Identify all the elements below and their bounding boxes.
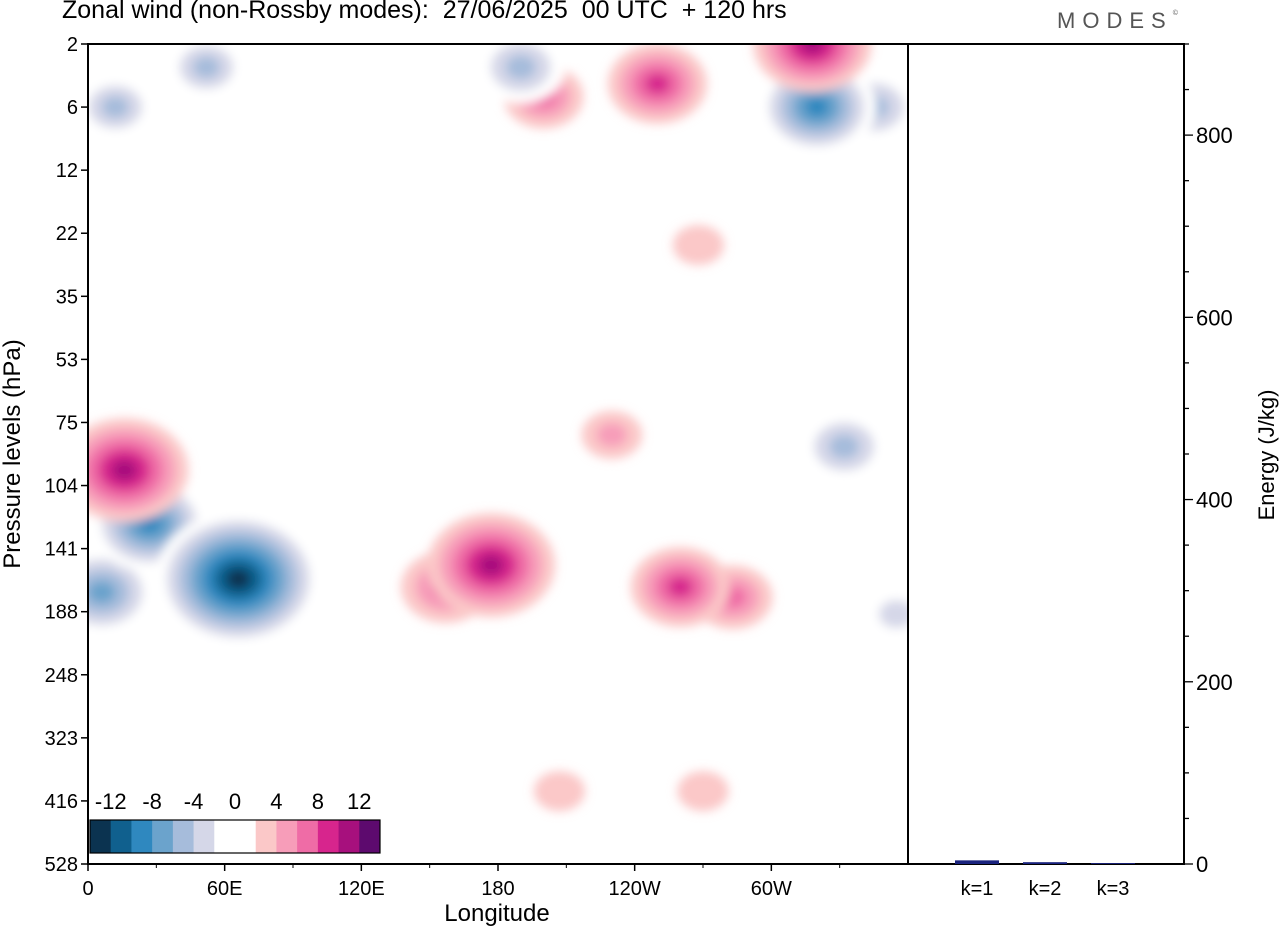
colorbar-label: -12 — [95, 789, 127, 814]
wind-field — [88, 44, 908, 812]
energy-bar — [1091, 863, 1135, 864]
y-tick-label: 188 — [45, 602, 78, 624]
energy-tick-label: 600 — [1196, 305, 1233, 330]
colorbar-swatch — [317, 820, 339, 853]
wind-contour — [667, 577, 693, 598]
y-axis-label: Pressure levels (hPa) — [0, 339, 26, 568]
colorbar-swatch — [131, 820, 153, 853]
colorbar-swatch — [297, 820, 319, 853]
colorbar-swatch — [276, 820, 298, 853]
wind-contour — [193, 56, 220, 78]
y-tick-label: 12 — [56, 160, 78, 182]
colorbar-swatch — [90, 820, 112, 853]
energy-panel-frame — [907, 43, 1185, 865]
colorbar-label: 0 — [229, 789, 241, 814]
x-tick-label: 60W — [751, 878, 792, 900]
wind-contour — [111, 459, 138, 481]
colorbar-swatch — [152, 820, 174, 853]
main-plot-frame — [87, 43, 909, 865]
y-tick-label: 35 — [56, 286, 78, 308]
wind-contour — [102, 96, 129, 118]
y-tick-label: 2 — [67, 34, 78, 56]
wind-contour — [800, 44, 825, 54]
colorbar-label: 4 — [270, 789, 282, 814]
y-tick-label: 75 — [56, 412, 78, 434]
energy-category-label: k=3 — [1097, 878, 1130, 900]
y-tick-label: 323 — [45, 728, 78, 750]
x-tick-label: 120E — [338, 878, 385, 900]
wind-contour — [677, 771, 729, 812]
y-tick-label: 528 — [45, 854, 78, 876]
energy-axis: 0 200 400 600 800 — [1184, 43, 1233, 877]
logo-mark: © — [1172, 10, 1178, 17]
wind-contour — [829, 434, 860, 459]
wind-contour — [88, 581, 116, 604]
colorbar-label: -4 — [184, 789, 204, 814]
wind-contour — [645, 73, 670, 94]
wind-contour — [879, 600, 908, 629]
y-tick-label: 141 — [45, 539, 78, 561]
energy-category-label: k=1 — [961, 878, 994, 900]
colorbar-frame — [89, 819, 381, 854]
y-tick-label: 6 — [67, 97, 78, 119]
energy-axis-label: Energy (J/kg) — [1254, 390, 1279, 521]
wind-contour — [478, 554, 504, 576]
colorbar-swatch — [172, 820, 194, 853]
y-tick-label: 248 — [45, 665, 78, 687]
y-tick-label: 22 — [56, 223, 78, 245]
wind-contour — [805, 97, 829, 117]
y-tick-label: 416 — [45, 791, 78, 813]
energy-tick-label: 400 — [1196, 488, 1233, 513]
x-tick-label: 120W — [609, 878, 661, 900]
x-tick-label: 60E — [207, 878, 243, 900]
colorbar-swatch — [235, 820, 257, 853]
colorbar-swatch — [110, 820, 132, 853]
y-tick-label: 104 — [45, 476, 78, 498]
colorbar-swatch — [338, 820, 360, 853]
wind-contour — [505, 55, 536, 80]
y-tick-label: 53 — [56, 349, 78, 371]
energy-bar — [1023, 862, 1067, 864]
y-axis: 2 6 12 22 35 53 75 104 141 188 248 323 416 528 — [45, 34, 88, 876]
x-axis-label: Longitude — [444, 900, 549, 927]
x-tick-label: 0 — [82, 878, 93, 900]
wind-contour — [596, 422, 628, 447]
colorbar-swatch — [255, 820, 277, 853]
colorbar-label: 12 — [347, 789, 371, 814]
colorbar-swatch — [214, 820, 236, 853]
colorbar-swatch — [193, 820, 215, 853]
colorbar-label: -8 — [142, 789, 162, 814]
wind-contour — [226, 569, 251, 589]
energy-bars: k=1 k=2 k=3 — [955, 860, 1135, 900]
x-tick-label: 180 — [481, 878, 514, 900]
colorbar-legend: -12 -8 -4 0 4 8 12 — [89, 789, 381, 854]
colorbar-label: 8 — [312, 789, 324, 814]
energy-tick-label: 0 — [1196, 852, 1208, 877]
wind-contour — [672, 225, 725, 266]
colorbar-swatch — [359, 820, 381, 853]
logo-text: MODES — [1057, 8, 1173, 33]
chart-title: Zonal wind (non-Rossby modes): 27/06/202… — [62, 0, 787, 24]
energy-tick-label: 200 — [1196, 670, 1233, 695]
energy-bar — [955, 860, 999, 864]
x-axis: 0 60E 120E 180 120W 60W — [82, 864, 841, 900]
modes-logo: MODES© — [1057, 8, 1178, 34]
energy-category-label: k=2 — [1029, 878, 1062, 900]
energy-tick-label: 800 — [1196, 123, 1233, 148]
wind-contour — [533, 771, 586, 812]
